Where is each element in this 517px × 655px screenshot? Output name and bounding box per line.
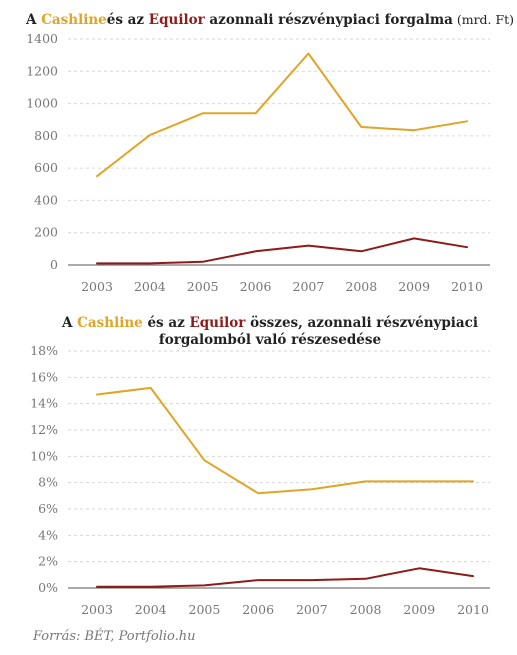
title-segment: Equilor xyxy=(149,12,206,28)
y-axis: 0 200 400 600 800 1000 1200 1400 xyxy=(26,31,58,272)
title-segment: A xyxy=(25,12,41,28)
chart-title: A Cashlineés az Equilor azonnali részvén… xyxy=(25,12,514,28)
x-axis: 2003 2004 2005 2006 2007 2008 2009 2010 xyxy=(81,602,489,617)
series-group xyxy=(96,386,474,588)
x-tick-label: 2003 xyxy=(81,279,113,294)
y-tick-label: 0 xyxy=(50,257,58,272)
x-tick-label: 2008 xyxy=(350,602,382,617)
x-tick-label: 2005 xyxy=(187,279,219,294)
y-tick-label: 1200 xyxy=(26,63,58,78)
y-tick-label: 600 xyxy=(34,160,58,175)
title-segment: és az xyxy=(143,315,190,331)
y-axis: 0% 2% 4% 6% 8% 10% 12% 14% 16% 18% xyxy=(30,343,58,595)
y-tick-label: 6% xyxy=(38,501,58,516)
y-tick-label: 400 xyxy=(34,192,58,207)
series-group xyxy=(96,52,468,265)
x-tick-label: 2010 xyxy=(451,279,483,294)
y-tick-label: 0% xyxy=(38,580,58,595)
y-tick-label: 1400 xyxy=(26,31,58,46)
title-segment: Cashline xyxy=(41,12,107,28)
title-segment: Equilor xyxy=(189,315,246,331)
chart-title-line-2: forgalomból való részesedése xyxy=(159,332,381,348)
x-tick-label: 2004 xyxy=(134,279,166,294)
chart-turnover: A Cashlineés az Equilor azonnali részvén… xyxy=(25,12,514,294)
x-tick-label: 2008 xyxy=(345,279,377,294)
series-line-cashline xyxy=(96,386,474,495)
series-line-equilor xyxy=(96,237,468,265)
grid xyxy=(68,350,490,589)
x-tick-label: 2006 xyxy=(240,279,272,294)
x-tick-label: 2007 xyxy=(293,279,325,294)
x-tick-label: 2005 xyxy=(189,602,221,617)
series-line-cashline xyxy=(96,52,468,178)
title-segment: (mrd. Ft) xyxy=(453,12,514,27)
y-tick-label: 12% xyxy=(30,422,58,437)
y-tick-label: 800 xyxy=(34,128,58,143)
y-tick-label: 18% xyxy=(30,343,58,358)
chart-market-share: A Cashline és az Equilor összes, azonnal… xyxy=(30,315,490,617)
x-tick-label: 2009 xyxy=(398,279,430,294)
title-segment: forgalomból való részesedése xyxy=(159,332,381,348)
y-tick-label: 1000 xyxy=(26,96,58,111)
title-segment: és az xyxy=(107,12,149,28)
x-tick-label: 2006 xyxy=(242,602,274,617)
y-tick-label: 2% xyxy=(38,554,58,569)
x-tick-label: 2004 xyxy=(135,602,167,617)
source-note: Forrás: BÉT, Portfolio.hu xyxy=(32,628,195,644)
y-tick-label: 8% xyxy=(38,475,58,490)
y-tick-label: 16% xyxy=(30,369,58,384)
x-axis: 2003 2004 2005 2006 2007 2008 2009 2010 xyxy=(81,279,483,294)
y-tick-label: 200 xyxy=(34,225,58,240)
y-tick-label: 10% xyxy=(30,448,58,463)
x-tick-label: 2009 xyxy=(403,602,435,617)
y-tick-label: 14% xyxy=(30,396,58,411)
x-tick-label: 2003 xyxy=(81,602,113,617)
x-tick-label: 2010 xyxy=(457,602,489,617)
title-segment: összes, azonnali részvénypiaci xyxy=(245,315,478,331)
title-segment: azonnali részvénypiaci forgalma xyxy=(205,12,453,28)
y-tick-label: 4% xyxy=(38,527,58,542)
chart-title-line-1: A Cashline és az Equilor összes, azonnal… xyxy=(61,315,478,331)
title-segment: Cashline xyxy=(77,315,143,331)
x-tick-label: 2007 xyxy=(296,602,328,617)
series-line-equilor xyxy=(96,567,474,588)
title-segment: A xyxy=(61,315,77,331)
grid xyxy=(68,38,490,266)
